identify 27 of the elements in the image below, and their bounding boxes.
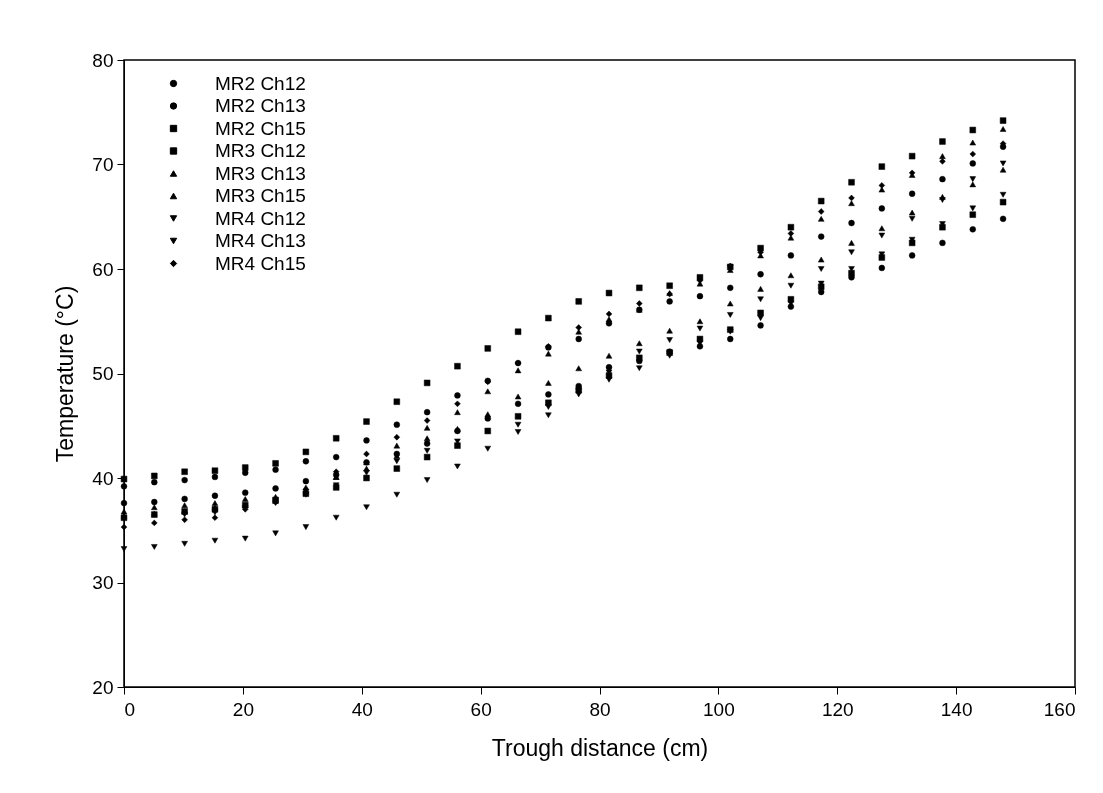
y-tick-label: 60 xyxy=(92,258,114,280)
legend-label: MR3 Ch12 xyxy=(215,140,306,161)
y-tick-label: 80 xyxy=(92,49,114,71)
x-tick-label: 20 xyxy=(232,698,254,720)
y-tick-label: 20 xyxy=(92,676,114,698)
legend-label: MR3 Ch13 xyxy=(215,162,306,184)
y-tick-label: 40 xyxy=(92,467,114,489)
y-tick-label: 50 xyxy=(92,363,114,384)
legend-label: MR4 Ch13 xyxy=(215,230,306,251)
x-tick-label: 120 xyxy=(821,698,854,720)
y-tick-label: 70 xyxy=(92,154,114,175)
x-tick-label: 100 xyxy=(703,698,735,720)
x-tick-label: 60 xyxy=(470,698,492,720)
x-tick-label: 160 xyxy=(1043,698,1076,720)
x-tick-label: 80 xyxy=(589,698,611,720)
legend-label: MR3 Ch15 xyxy=(215,185,306,206)
legend-label: MR4 Ch12 xyxy=(215,207,306,229)
y-tick-label: 30 xyxy=(92,572,114,593)
x-tick-label: 40 xyxy=(351,698,373,720)
x-axis-title: Trough distance (cm) xyxy=(491,734,709,761)
legend-label: MR2 Ch13 xyxy=(215,95,306,116)
x-tick-label: 140 xyxy=(940,698,973,720)
legend-label: MR4 Ch15 xyxy=(215,252,306,274)
y-axis-title: Temperature (°C) xyxy=(52,285,79,463)
legend-label: MR2 Ch12 xyxy=(215,72,306,94)
x-tick-label: 0 xyxy=(124,698,136,720)
legend-label: MR2 Ch15 xyxy=(215,117,306,139)
